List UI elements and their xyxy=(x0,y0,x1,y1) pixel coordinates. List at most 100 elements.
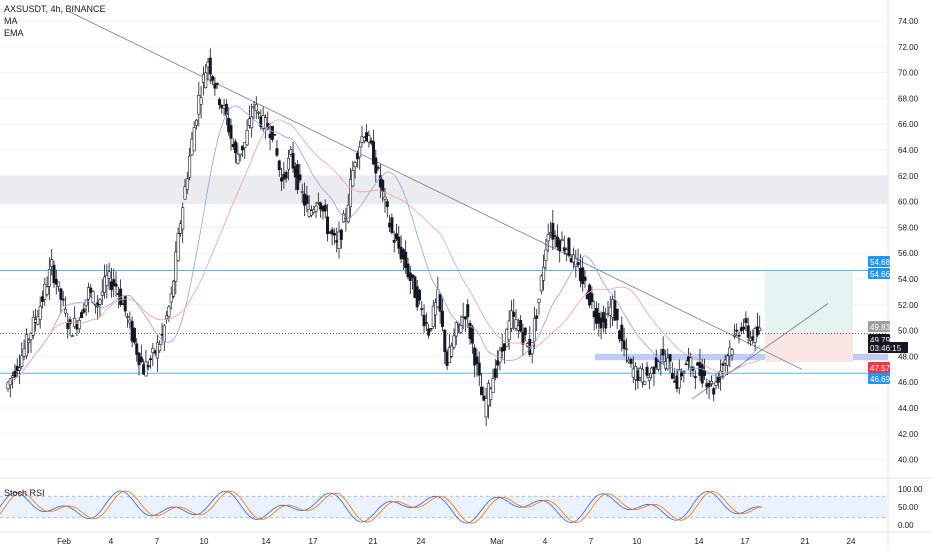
candle-up xyxy=(367,135,371,143)
ema-line xyxy=(7,119,760,384)
candle-up xyxy=(677,369,681,389)
candle-up xyxy=(181,207,185,230)
ema-indicator-label[interactable]: EMA xyxy=(4,28,24,38)
candle-up xyxy=(689,357,693,368)
time-axis[interactable]: Feb 4 7 10 14 17 21 24 Mar 4 7 10 14 17 21 24 xyxy=(57,537,856,546)
candle-up xyxy=(254,104,258,112)
candle-up xyxy=(236,153,240,164)
candle-down xyxy=(372,141,376,165)
candle-down xyxy=(470,326,474,344)
candle-down xyxy=(691,367,695,371)
candle-up xyxy=(640,368,644,383)
candle-up xyxy=(24,334,28,357)
symbol-title[interactable]: AXSUSDT, 4h, BINANCE xyxy=(4,4,106,14)
candle-down xyxy=(604,318,608,329)
candle-down xyxy=(112,279,116,287)
candle-up xyxy=(176,233,180,261)
candle-down xyxy=(463,317,467,320)
candle-down xyxy=(277,160,281,171)
candle-down xyxy=(229,125,233,139)
candle-down xyxy=(742,326,746,330)
candle-down xyxy=(744,318,748,324)
candle-up xyxy=(337,231,341,249)
candle-down xyxy=(68,319,72,325)
price-tick-label: 40.00 xyxy=(898,456,919,465)
candle-up xyxy=(457,323,461,326)
price-axis[interactable]: 74.00 72.00 70.00 68.00 66.00 64.00 62.00 60.00… xyxy=(898,17,923,530)
candle-up xyxy=(38,306,42,320)
candle-down xyxy=(149,358,153,361)
candle-up xyxy=(286,157,290,170)
oscillator-tick-label: 0.00 xyxy=(898,521,914,530)
candle-up xyxy=(257,111,261,114)
candle-up xyxy=(195,119,199,126)
candle-down xyxy=(707,382,711,387)
candle-up xyxy=(245,129,249,146)
candle-down xyxy=(652,366,656,374)
candle-down xyxy=(54,279,58,285)
price-tick-label: 46.00 xyxy=(898,378,919,387)
candle-up xyxy=(732,334,736,337)
candle-down xyxy=(684,363,688,366)
candle-down xyxy=(61,298,65,301)
candle-down xyxy=(693,376,697,379)
candle-up xyxy=(434,302,438,316)
candle-up xyxy=(174,251,178,282)
candle-up xyxy=(107,271,111,279)
candle-up xyxy=(459,324,463,333)
candle-up xyxy=(188,155,192,178)
candle-down xyxy=(558,240,562,252)
candle-down xyxy=(305,195,309,204)
time-tick-label: 21 xyxy=(369,537,378,546)
candle-down xyxy=(480,386,484,396)
candle-down xyxy=(473,347,477,366)
candle-up xyxy=(431,305,435,327)
stoch-rsi-label[interactable]: Stoch RSI xyxy=(4,488,45,498)
candle-down xyxy=(716,376,720,383)
ma-line xyxy=(7,105,761,384)
price-badge xyxy=(868,268,890,279)
candle-down xyxy=(374,157,378,174)
stoch-k-line xyxy=(0,490,763,524)
candle-up xyxy=(542,266,546,281)
time-tick-label: 7 xyxy=(155,537,160,546)
candle-down xyxy=(52,264,56,284)
candle-down xyxy=(404,251,408,269)
candle-up xyxy=(309,210,313,216)
price-tick-label: 56.00 xyxy=(898,249,919,258)
price-tick-label: 54.00 xyxy=(898,275,919,284)
candle-up xyxy=(238,153,242,156)
candle-up xyxy=(70,335,74,338)
candle-up xyxy=(45,286,49,295)
oscillator-tick-label: 100.00 xyxy=(898,485,923,494)
candle-down xyxy=(590,293,594,303)
candle-down xyxy=(746,325,750,338)
candle-down xyxy=(670,373,674,379)
candle-up xyxy=(314,205,318,212)
candle-up xyxy=(507,320,511,341)
candle-up xyxy=(643,380,647,385)
time-tick-label: 10 xyxy=(200,537,209,546)
candle-up xyxy=(624,348,628,350)
price-tick-label: 52.00 xyxy=(898,301,919,310)
candle-up xyxy=(484,398,488,418)
price-badge xyxy=(868,256,890,267)
candle-up xyxy=(126,316,130,318)
candle-up xyxy=(98,299,102,305)
time-tick-label: 14 xyxy=(262,537,271,546)
candle-down xyxy=(390,217,394,233)
ma-indicator-label[interactable]: MA xyxy=(4,16,18,26)
target-zone xyxy=(765,270,853,333)
candle-down xyxy=(323,204,327,212)
candle-up xyxy=(383,196,387,200)
candle-up xyxy=(250,116,254,129)
candle-down xyxy=(503,343,507,351)
candle-down xyxy=(89,287,93,293)
candle-down xyxy=(755,326,759,336)
candle-down xyxy=(381,179,385,192)
candle-down xyxy=(583,276,587,281)
candle-up xyxy=(167,306,171,317)
candle-down xyxy=(427,328,431,336)
candle-up xyxy=(192,127,196,152)
